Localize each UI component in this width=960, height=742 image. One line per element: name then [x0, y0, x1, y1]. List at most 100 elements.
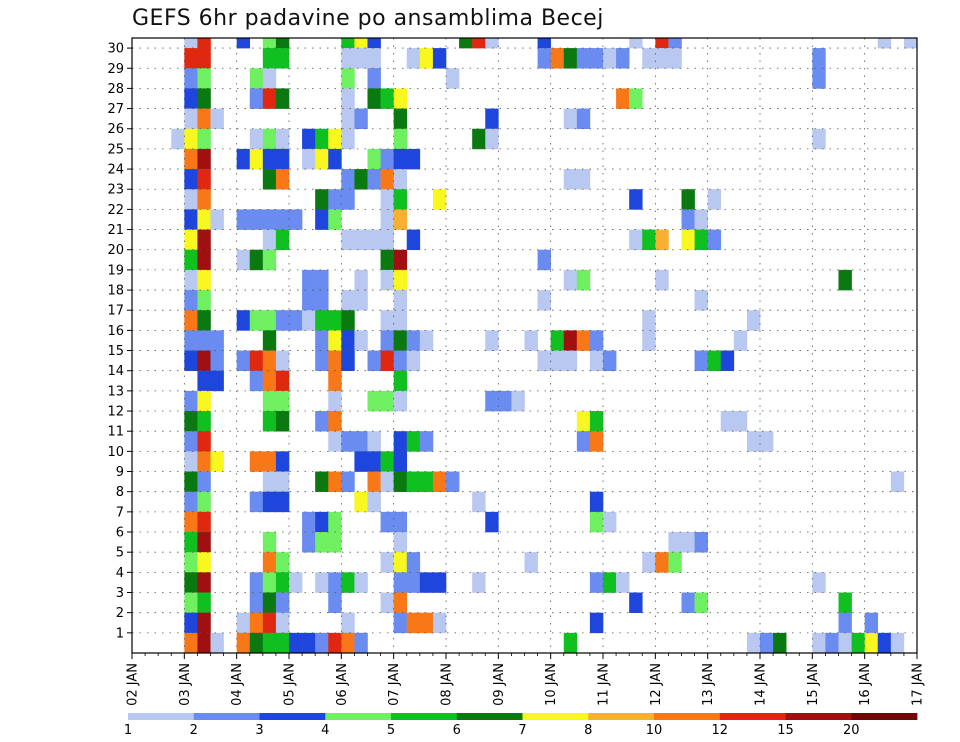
heatmap-cell	[746, 310, 761, 331]
heatmap-cell	[249, 592, 264, 613]
heatmap-cell	[328, 370, 342, 392]
heatmap-cell	[236, 148, 251, 170]
heatmap-cell	[197, 532, 211, 553]
heatmap-cell	[642, 229, 656, 251]
heatmap-cell	[393, 532, 408, 553]
heatmap-cell	[563, 330, 578, 351]
heatmap-cell	[275, 128, 290, 150]
heatmap-cell	[275, 572, 290, 593]
heatmap-cell	[184, 451, 198, 472]
heatmap-cell	[380, 511, 394, 533]
heatmap-cell	[629, 229, 643, 251]
heatmap-cell	[720, 411, 735, 432]
heatmap-cell	[589, 431, 604, 452]
heatmap-cell	[681, 592, 695, 613]
heatmap-cell	[197, 229, 211, 251]
heatmap-cell	[367, 169, 381, 190]
heatmap-cell	[249, 209, 264, 230]
heatmap-cell	[275, 632, 290, 654]
x-tick-label: 03 JAN	[178, 663, 193, 706]
heatmap-cell	[563, 169, 578, 190]
heatmap-cell	[341, 330, 355, 351]
heatmap-cell	[760, 431, 774, 452]
heatmap-cell	[341, 310, 355, 331]
heatmap-cell	[302, 511, 316, 533]
chart-title: GEFS 6hr padavine po ansamblima Becej	[132, 6, 604, 31]
heatmap-cell	[393, 108, 408, 130]
heatmap-cell	[328, 431, 342, 452]
heatmap-cell	[197, 471, 211, 492]
heatmap-cell	[184, 330, 198, 351]
heatmap-cell	[236, 350, 251, 371]
heatmap-cell	[681, 532, 695, 553]
heatmap-cell	[249, 88, 264, 109]
heatmap-cell	[262, 471, 277, 492]
heatmap-cell	[275, 451, 290, 472]
heatmap-cell	[550, 350, 565, 371]
heatmap-cell	[315, 310, 329, 331]
heatmap-cell	[262, 370, 277, 392]
heatmap-cell	[655, 269, 669, 291]
heatmap-cell	[197, 370, 211, 392]
heatmap-cell	[563, 48, 578, 69]
heatmap-cell	[406, 552, 421, 573]
colorbar-label: 8	[584, 723, 592, 738]
heatmap-cell	[419, 471, 434, 492]
heatmap-cell	[315, 269, 329, 291]
colorbar-label: 10	[646, 723, 663, 738]
heatmap-cell	[694, 592, 708, 613]
heatmap-cell	[210, 632, 224, 654]
heatmap-cell	[380, 330, 394, 351]
heatmap-cell	[197, 572, 211, 593]
heatmap-cell	[315, 632, 329, 654]
heatmap-cell	[419, 431, 434, 452]
heatmap-cell	[472, 572, 486, 593]
heatmap-cell	[393, 370, 408, 392]
heatmap-cell	[302, 148, 316, 170]
heatmap-cell	[642, 310, 656, 331]
heatmap-cell	[694, 532, 708, 553]
heatmap-cell	[629, 88, 643, 109]
heatmap-cell	[328, 411, 342, 432]
heatmap-cell	[354, 169, 368, 190]
y-tick-label: 12	[107, 405, 124, 420]
heatmap-cell	[341, 38, 355, 49]
y-tick-label: 5	[116, 546, 124, 561]
heatmap-cell	[197, 310, 211, 331]
heatmap-cell	[315, 128, 329, 150]
heatmap-cell	[197, 330, 211, 351]
heatmap-cell	[354, 38, 368, 49]
heatmap-cell	[367, 491, 381, 513]
heatmap-cell	[812, 632, 826, 654]
heatmap-cell	[315, 209, 329, 230]
heatmap-cell	[184, 552, 198, 573]
heatmap-cell	[315, 330, 329, 351]
heatmap-cell	[275, 471, 290, 492]
heatmap-cell	[485, 511, 499, 533]
heatmap-cell	[275, 491, 290, 513]
heatmap-cell	[393, 612, 408, 634]
heatmap-cell	[393, 88, 408, 109]
heatmap-cell	[576, 169, 591, 190]
y-tick-label: 6	[116, 526, 124, 541]
heatmap-cell	[393, 390, 408, 412]
heatmap-cell	[262, 451, 277, 472]
y-tick-label: 30	[107, 42, 124, 57]
heatmap-cell	[393, 572, 408, 593]
y-tick-label: 27	[107, 102, 124, 117]
y-tick-label: 25	[107, 142, 124, 157]
x-tick-label: 11 JAN	[597, 663, 612, 706]
heatmap-cell	[184, 612, 198, 634]
heatmap-cell	[589, 612, 604, 634]
heatmap-cell	[354, 491, 368, 513]
heatmap-cell	[184, 209, 198, 230]
heatmap-cell	[681, 229, 695, 251]
heatmap-cell	[262, 350, 277, 371]
x-tick-label: 07 JAN	[387, 663, 402, 706]
heatmap-cell	[524, 552, 538, 573]
heatmap-cell	[328, 632, 342, 654]
heatmap-cell	[236, 632, 251, 654]
heatmap-cell	[197, 128, 211, 150]
heatmap-cell	[485, 38, 499, 49]
